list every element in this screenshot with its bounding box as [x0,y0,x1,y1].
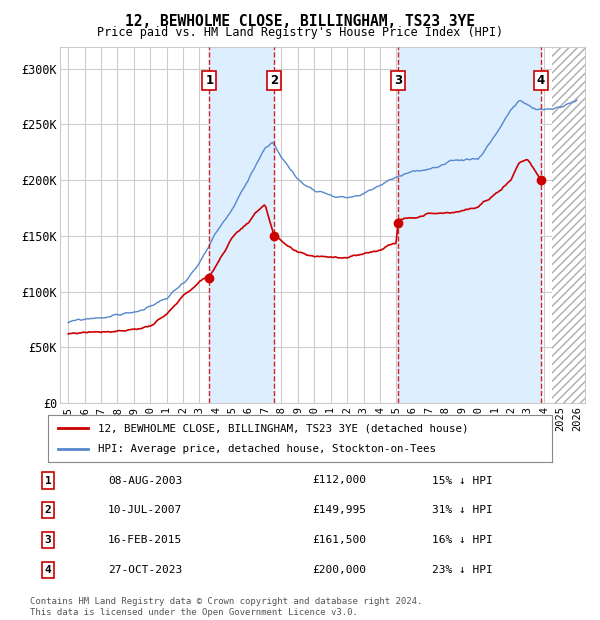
Text: £200,000: £200,000 [312,565,366,575]
Text: 3: 3 [44,535,52,545]
Text: 1: 1 [44,476,52,485]
Text: 27-OCT-2023: 27-OCT-2023 [108,565,182,575]
Text: 31% ↓ HPI: 31% ↓ HPI [432,505,493,515]
Text: 4: 4 [44,565,52,575]
Text: £161,500: £161,500 [312,535,366,545]
Text: 1: 1 [205,74,214,87]
Text: 16% ↓ HPI: 16% ↓ HPI [432,535,493,545]
Bar [398,46,541,403]
Text: 15% ↓ HPI: 15% ↓ HPI [432,476,493,485]
Text: 2: 2 [44,505,52,515]
Text: Price paid vs. HM Land Registry's House Price Index (HPI): Price paid vs. HM Land Registry's House … [97,26,503,39]
Text: 3: 3 [394,74,403,87]
Text: 08-AUG-2003: 08-AUG-2003 [108,476,182,485]
Text: £112,000: £112,000 [312,476,366,485]
Text: This data is licensed under the Open Government Licence v3.0.: This data is licensed under the Open Gov… [30,608,358,617]
Text: 4: 4 [537,74,545,87]
Text: 12, BEWHOLME CLOSE, BILLINGHAM, TS23 3YE (detached house): 12, BEWHOLME CLOSE, BILLINGHAM, TS23 3YE… [98,423,469,433]
Bar [552,46,585,403]
Text: 16-FEB-2015: 16-FEB-2015 [108,535,182,545]
Text: 10-JUL-2007: 10-JUL-2007 [108,505,182,515]
Text: Contains HM Land Registry data © Crown copyright and database right 2024.: Contains HM Land Registry data © Crown c… [30,597,422,606]
Text: £149,995: £149,995 [312,505,366,515]
Text: 23% ↓ HPI: 23% ↓ HPI [432,565,493,575]
Text: 12, BEWHOLME CLOSE, BILLINGHAM, TS23 3YE: 12, BEWHOLME CLOSE, BILLINGHAM, TS23 3YE [125,14,475,29]
Text: HPI: Average price, detached house, Stockton-on-Tees: HPI: Average price, detached house, Stoc… [98,444,436,454]
Bar [209,46,274,403]
Text: 2: 2 [270,74,278,87]
